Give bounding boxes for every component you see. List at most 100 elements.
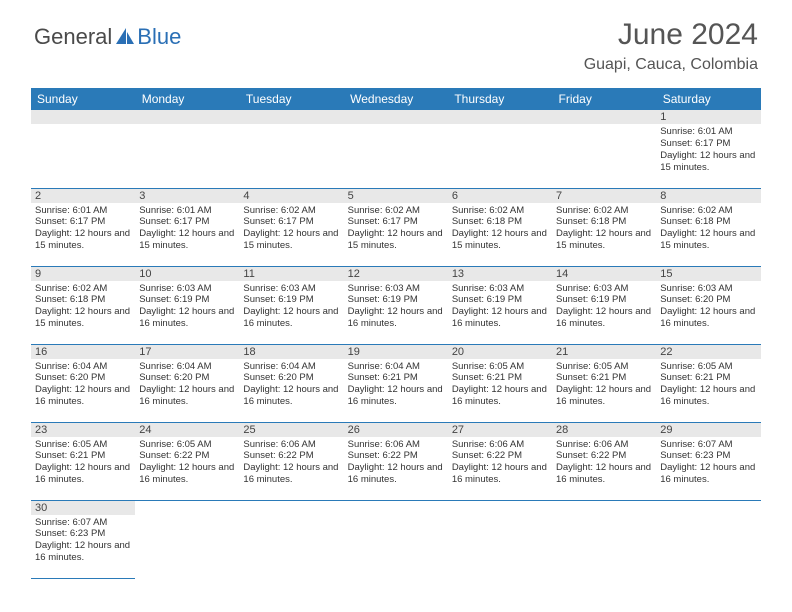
sunset-line: Sunset: 6:17 PM xyxy=(139,216,235,228)
day-number: 10 xyxy=(135,267,239,281)
calendar-cell-empty xyxy=(344,500,448,578)
daylight-line: Daylight: 12 hours and 16 minutes. xyxy=(35,384,131,408)
sunset-line: Sunset: 6:17 PM xyxy=(348,216,444,228)
calendar-cell: 18Sunrise: 6:04 AMSunset: 6:20 PMDayligh… xyxy=(239,344,343,422)
weekday-header: Monday xyxy=(135,88,239,110)
calendar-cell: 1 Sunrise: 6:01 AMSunset: 6:17 PMDaylight… xyxy=(656,110,760,188)
day-details: Sunrise: 6:03 AMSunset: 6:19 PMDaylight:… xyxy=(344,281,448,333)
sunrise-line: Sunrise: 6:06 AM xyxy=(452,439,548,451)
day-number-empty xyxy=(448,110,552,124)
day-number: 12 xyxy=(344,267,448,281)
day-details: Sunrise: 6:07 AMSunset: 6:23 PMDaylight:… xyxy=(31,515,135,567)
calendar-cell: 4Sunrise: 6:02 AMSunset: 6:17 PMDaylight… xyxy=(239,188,343,266)
sunset-line: Sunset: 6:20 PM xyxy=(660,294,756,306)
day-details: Sunrise: 6:04 AMSunset: 6:20 PMDaylight:… xyxy=(31,359,135,411)
sunrise-line: Sunrise: 6:05 AM xyxy=(35,439,131,451)
day-details: Sunrise: 6:03 AMSunset: 6:19 PMDaylight:… xyxy=(239,281,343,333)
day-number: 9 xyxy=(31,267,135,281)
weekday-header: Tuesday xyxy=(239,88,343,110)
sunset-line: Sunset: 6:20 PM xyxy=(243,372,339,384)
calendar-cell: 22Sunrise: 6:05 AMSunset: 6:21 PMDayligh… xyxy=(656,344,760,422)
logo-sail-icon xyxy=(114,26,136,49)
day-details: Sunrise: 6:02 AMSunset: 6:18 PMDaylight:… xyxy=(31,281,135,333)
daylight-line: Daylight: 12 hours and 16 minutes. xyxy=(348,462,444,486)
day-details: Sunrise: 6:05 AMSunset: 6:21 PMDaylight:… xyxy=(448,359,552,411)
sunset-line: Sunset: 6:21 PM xyxy=(452,372,548,384)
day-number: 13 xyxy=(448,267,552,281)
day-details: Sunrise: 6:06 AMSunset: 6:22 PMDaylight:… xyxy=(552,437,656,489)
calendar-row: 9Sunrise: 6:02 AMSunset: 6:18 PMDaylight… xyxy=(31,266,761,344)
calendar-cell: 12Sunrise: 6:03 AMSunset: 6:19 PMDayligh… xyxy=(344,266,448,344)
logo: General Blue xyxy=(34,24,181,50)
weekday-header: Wednesday xyxy=(344,88,448,110)
sunset-line: Sunset: 6:23 PM xyxy=(35,528,131,540)
daylight-line: Daylight: 12 hours and 15 minutes. xyxy=(243,228,339,252)
sunset-line: Sunset: 6:18 PM xyxy=(660,216,756,228)
sunrise-line: Sunrise: 6:06 AM xyxy=(348,439,444,451)
daylight-line: Daylight: 12 hours and 16 minutes. xyxy=(139,462,235,486)
sunrise-line: Sunrise: 6:01 AM xyxy=(35,205,131,217)
calendar-cell: 13Sunrise: 6:03 AMSunset: 6:19 PMDayligh… xyxy=(448,266,552,344)
calendar-cell: 5Sunrise: 6:02 AMSunset: 6:17 PMDaylight… xyxy=(344,188,448,266)
daylight-line: Daylight: 12 hours and 16 minutes. xyxy=(660,384,756,408)
calendar-cell: 9Sunrise: 6:02 AMSunset: 6:18 PMDaylight… xyxy=(31,266,135,344)
calendar-cell: 19Sunrise: 6:04 AMSunset: 6:21 PMDayligh… xyxy=(344,344,448,422)
day-number: 20 xyxy=(448,345,552,359)
day-details: Sunrise: 6:05 AMSunset: 6:21 PMDaylight:… xyxy=(656,359,760,411)
sunrise-line: Sunrise: 6:04 AM xyxy=(35,361,131,373)
calendar-cell: 2Sunrise: 6:01 AMSunset: 6:17 PMDaylight… xyxy=(31,188,135,266)
calendar-row: 23Sunrise: 6:05 AMSunset: 6:21 PMDayligh… xyxy=(31,422,761,500)
weekday-header: Saturday xyxy=(656,88,760,110)
calendar-cell: 24Sunrise: 6:05 AMSunset: 6:22 PMDayligh… xyxy=(135,422,239,500)
day-details: Sunrise: 6:02 AMSunset: 6:17 PMDaylight:… xyxy=(344,203,448,255)
location: Guapi, Cauca, Colombia xyxy=(584,56,758,74)
day-details: Sunrise: 6:02 AMSunset: 6:17 PMDaylight:… xyxy=(239,203,343,255)
sunset-line: Sunset: 6:20 PM xyxy=(139,372,235,384)
calendar-cell: 6Sunrise: 6:02 AMSunset: 6:18 PMDaylight… xyxy=(448,188,552,266)
sunset-line: Sunset: 6:17 PM xyxy=(660,138,756,150)
calendar-cell: 29Sunrise: 6:07 AMSunset: 6:23 PMDayligh… xyxy=(656,422,760,500)
calendar-cell-empty xyxy=(239,500,343,578)
day-number: 25 xyxy=(239,423,343,437)
sunrise-line: Sunrise: 6:05 AM xyxy=(556,361,652,373)
daylight-line: Daylight: 12 hours and 16 minutes. xyxy=(348,306,444,330)
day-number: 17 xyxy=(135,345,239,359)
weekday-header: Thursday xyxy=(448,88,552,110)
calendar-cell-empty xyxy=(239,110,343,188)
sunset-line: Sunset: 6:20 PM xyxy=(35,372,131,384)
day-details: Sunrise: 6:05 AMSunset: 6:21 PMDaylight:… xyxy=(552,359,656,411)
day-number-empty xyxy=(31,110,135,124)
sunrise-line: Sunrise: 6:02 AM xyxy=(452,205,548,217)
day-number: 29 xyxy=(656,423,760,437)
day-details: Sunrise: 6:03 AMSunset: 6:19 PMDaylight:… xyxy=(552,281,656,333)
sunrise-line: Sunrise: 6:02 AM xyxy=(556,205,652,217)
day-number: 26 xyxy=(344,423,448,437)
calendar-row: 16Sunrise: 6:04 AMSunset: 6:20 PMDayligh… xyxy=(31,344,761,422)
day-number: 23 xyxy=(31,423,135,437)
sunrise-line: Sunrise: 6:01 AM xyxy=(660,126,756,138)
calendar-cell: 10Sunrise: 6:03 AMSunset: 6:19 PMDayligh… xyxy=(135,266,239,344)
calendar-row: 2Sunrise: 6:01 AMSunset: 6:17 PMDaylight… xyxy=(31,188,761,266)
sunrise-line: Sunrise: 6:02 AM xyxy=(348,205,444,217)
day-number: 1 xyxy=(656,110,760,124)
sunrise-line: Sunrise: 6:03 AM xyxy=(556,283,652,295)
sunset-line: Sunset: 6:22 PM xyxy=(348,450,444,462)
daylight-line: Daylight: 12 hours and 15 minutes. xyxy=(660,150,756,174)
daylight-line: Daylight: 12 hours and 15 minutes. xyxy=(452,228,548,252)
calendar-cell: 21Sunrise: 6:05 AMSunset: 6:21 PMDayligh… xyxy=(552,344,656,422)
sunrise-line: Sunrise: 6:03 AM xyxy=(139,283,235,295)
calendar-cell: 7Sunrise: 6:02 AMSunset: 6:18 PMDaylight… xyxy=(552,188,656,266)
calendar-cell: 26 Sunrise: 6:06 AMSunset: 6:22 PMDayligh… xyxy=(344,422,448,500)
day-number-empty xyxy=(135,110,239,124)
sunset-line: Sunset: 6:19 PM xyxy=(348,294,444,306)
weekday-header-row: SundayMondayTuesdayWednesdayThursdayFrid… xyxy=(31,88,761,110)
day-details: Sunrise: 6:02 AMSunset: 6:18 PMDaylight:… xyxy=(656,203,760,255)
calendar-cell-empty xyxy=(656,500,760,578)
daylight-line: Daylight: 12 hours and 16 minutes. xyxy=(243,306,339,330)
sunrise-line: Sunrise: 6:06 AM xyxy=(243,439,339,451)
daylight-line: Daylight: 12 hours and 16 minutes. xyxy=(348,384,444,408)
sunrise-line: Sunrise: 6:03 AM xyxy=(452,283,548,295)
sunrise-line: Sunrise: 6:04 AM xyxy=(348,361,444,373)
day-number: 18 xyxy=(239,345,343,359)
sunset-line: Sunset: 6:19 PM xyxy=(556,294,652,306)
